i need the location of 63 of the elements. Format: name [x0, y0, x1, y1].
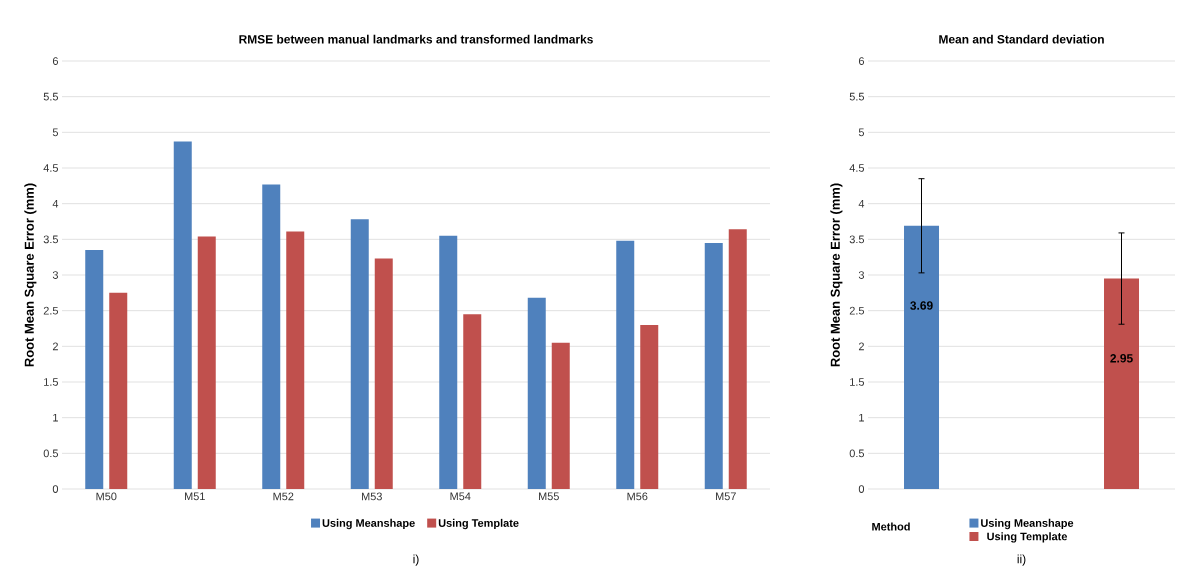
y-tick-label: 3.5	[849, 235, 865, 244]
y-tick-label: 4.5	[849, 164, 865, 172]
y-axis-title: Root Mean Square Error (mm)	[24, 183, 37, 367]
y-tick-label: 5.5	[849, 92, 865, 101]
y-tick-label: 1.5	[44, 378, 59, 386]
text: ii)	[1017, 554, 1026, 566]
bar	[527, 297, 546, 489]
bar	[463, 314, 482, 489]
bar	[439, 235, 458, 489]
x-tick-label: M53	[362, 492, 382, 501]
bar	[109, 292, 128, 489]
bar	[286, 231, 305, 489]
y-tick-label: 3.5	[43, 235, 59, 244]
bar	[640, 324, 659, 489]
bar	[728, 229, 747, 489]
chart-title: Mean and Standard deviation	[939, 34, 1104, 44]
bar	[173, 141, 192, 489]
legend-label: Using Template	[987, 532, 1068, 543]
bar	[551, 342, 570, 489]
legend-label: Using Template	[438, 518, 519, 530]
y-tick-label: 1	[53, 413, 58, 422]
y-tick-label: 1.5	[850, 378, 865, 386]
x-tick-label: M57	[716, 492, 736, 501]
bar	[704, 242, 723, 489]
y-tick-label: 3	[858, 271, 864, 279]
data-label: 3.69	[910, 301, 933, 310]
y-tick-label: 1	[859, 413, 864, 422]
chart-title: RMSE between manual landmarks and transformed landmarks	[239, 34, 593, 44]
y-tick-label: 2	[858, 342, 864, 351]
bar	[85, 250, 104, 489]
y-tick-label: 0	[858, 485, 865, 493]
x-axis-title: Method	[872, 522, 910, 531]
x-tick-label: M56	[627, 492, 648, 501]
text: i)	[413, 554, 419, 566]
y-tick-label: 5	[858, 128, 865, 137]
x-tick-label: M54	[450, 492, 471, 501]
y-tick-label: 4.5	[43, 164, 59, 172]
y-tick-label: 0.5	[849, 449, 865, 458]
y-tick-label: 4	[858, 199, 865, 208]
y-tick-label: 5.5	[43, 92, 59, 101]
y-tick-label: 5	[52, 128, 59, 137]
y-tick-label: 2.5	[43, 306, 59, 315]
bar	[262, 184, 281, 489]
bar	[616, 240, 635, 489]
y-tick-label: 4	[52, 199, 59, 208]
y-tick-label: 2	[52, 342, 58, 351]
bar	[197, 236, 216, 489]
y-tick-label: 0.5	[43, 449, 59, 458]
y-tick-label: 2.5	[849, 306, 865, 315]
bar	[350, 219, 369, 489]
data-label: 2.95	[1110, 354, 1133, 363]
y-axis-title: Root Mean Square Error (mm)	[830, 183, 843, 367]
y-tick-label: 0	[52, 485, 59, 493]
x-tick-label: M50	[96, 492, 117, 501]
legend-label: Using Meanshape	[981, 518, 1074, 530]
x-tick-label: M51	[185, 492, 205, 501]
y-tick-label: 6	[52, 57, 58, 65]
x-tick-label: M55	[539, 492, 559, 501]
y-tick-label: 3	[52, 271, 58, 279]
bar	[374, 258, 393, 489]
x-tick-label: M52	[273, 492, 294, 501]
y-tick-label: 6	[858, 57, 864, 65]
legend-label: Using Meanshape	[322, 518, 415, 530]
